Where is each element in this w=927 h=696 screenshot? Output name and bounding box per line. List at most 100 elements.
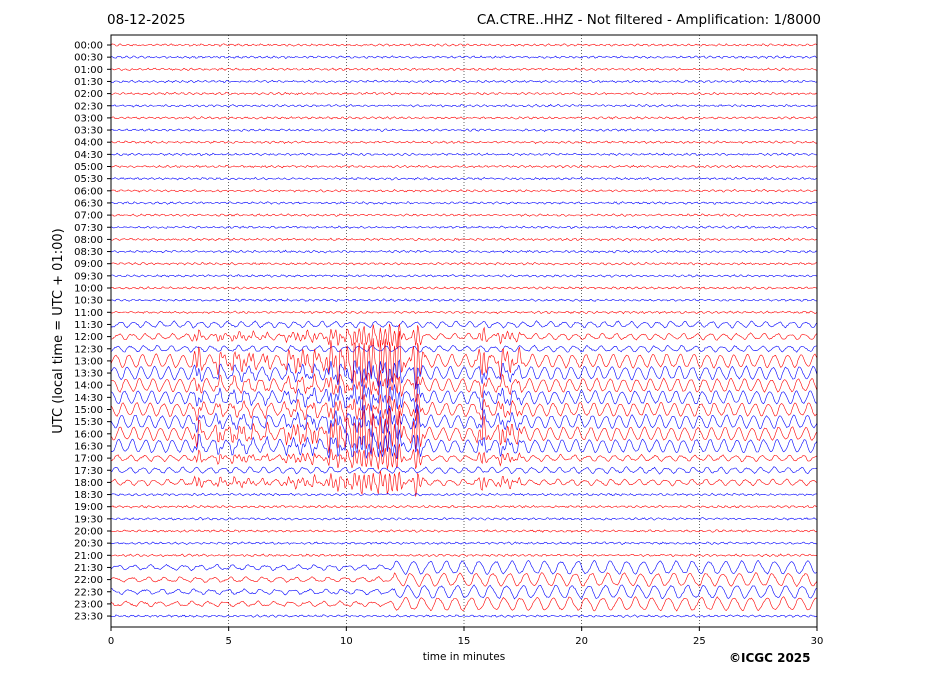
trace-row bbox=[110, 286, 818, 290]
trace-row bbox=[110, 298, 818, 302]
trace-row bbox=[110, 553, 818, 558]
trace-row bbox=[110, 164, 818, 169]
trace-row bbox=[110, 249, 818, 254]
trace-row bbox=[110, 176, 818, 181]
y-tick-label: 22:00 bbox=[74, 575, 103, 586]
y-tick-label: 02:00 bbox=[74, 89, 103, 100]
grid-lines bbox=[228, 35, 700, 627]
y-tick-label: 20:00 bbox=[74, 527, 103, 538]
y-tick-label: 19:00 bbox=[74, 502, 103, 513]
x-tick-label: 15 bbox=[458, 636, 471, 647]
trace-row bbox=[110, 404, 818, 440]
trace-row bbox=[110, 320, 818, 329]
trace-row bbox=[110, 359, 818, 390]
trace-row bbox=[110, 614, 818, 618]
y-tick-label: 11:00 bbox=[74, 308, 103, 319]
copyright-label: ©ICGC 2025 bbox=[729, 651, 811, 665]
x-tick-label: 20 bbox=[575, 636, 588, 647]
y-tick-label: 00:00 bbox=[74, 41, 103, 52]
y-tick-label: 10:30 bbox=[74, 296, 103, 307]
y-tick-label: 22:30 bbox=[74, 587, 103, 598]
trace-row bbox=[110, 323, 818, 350]
y-tick-label: 03:00 bbox=[74, 113, 103, 124]
trace-row bbox=[110, 584, 818, 600]
trace-row bbox=[110, 344, 817, 353]
x-tick-label: 10 bbox=[340, 636, 353, 647]
trace-row bbox=[110, 274, 818, 278]
trace-row bbox=[110, 310, 818, 315]
trace-row bbox=[110, 504, 818, 509]
trace-row bbox=[110, 237, 818, 242]
y-tick-label: 00:30 bbox=[74, 53, 103, 64]
trace-row bbox=[110, 201, 818, 205]
y-tick-label: 09:00 bbox=[74, 259, 103, 270]
y-tick-label: 13:00 bbox=[74, 356, 103, 367]
trace-row bbox=[110, 140, 818, 145]
x-tick-label: 25 bbox=[693, 636, 706, 647]
trace-row bbox=[110, 529, 818, 533]
axis-ticks: 0 5 10 15 20 25 30 00:0000:3001:0001:3002:0002:… bbox=[74, 41, 823, 648]
y-tick-label: 10:00 bbox=[74, 284, 103, 295]
date-label: 08-12-2025 bbox=[107, 12, 186, 28]
trace-row bbox=[110, 517, 817, 521]
y-tick-label: 06:30 bbox=[74, 198, 103, 209]
trace-row bbox=[110, 429, 818, 459]
trace-row bbox=[110, 541, 818, 545]
y-tick-label: 21:30 bbox=[74, 563, 103, 574]
trace-row bbox=[110, 408, 818, 460]
x-tick-label: 5 bbox=[225, 636, 231, 647]
y-tick-label: 05:30 bbox=[74, 174, 103, 185]
y-tick-label: 16:30 bbox=[74, 441, 103, 452]
seismic-traces bbox=[110, 43, 818, 618]
trace-row bbox=[110, 116, 818, 120]
y-tick-label: 23:00 bbox=[74, 599, 103, 610]
y-tick-label: 09:30 bbox=[74, 271, 103, 282]
y-tick-label: 19:30 bbox=[74, 514, 103, 525]
y-tick-label: 14:30 bbox=[74, 393, 103, 404]
y-tick-label: 07:30 bbox=[74, 223, 103, 234]
y-tick-label: 02:30 bbox=[74, 101, 103, 112]
y-tick-label: 14:00 bbox=[74, 381, 103, 392]
trace-row bbox=[110, 225, 818, 230]
x-tick-label: 0 bbox=[108, 636, 114, 647]
y-tick-label: 01:00 bbox=[74, 65, 103, 76]
trace-row bbox=[110, 380, 818, 415]
y-tick-label: 17:00 bbox=[74, 454, 103, 465]
y-tick-label: 18:30 bbox=[74, 490, 103, 501]
y-tick-label: 12:00 bbox=[74, 332, 103, 343]
y-tick-label: 01:30 bbox=[74, 77, 103, 88]
trace-row bbox=[110, 91, 818, 96]
trace-row bbox=[110, 369, 818, 404]
trace-row bbox=[110, 67, 818, 71]
trace-row bbox=[110, 596, 818, 612]
trace-row bbox=[110, 572, 818, 588]
trace-row bbox=[110, 492, 818, 497]
y-tick-label: 21:00 bbox=[74, 551, 103, 562]
trace-row bbox=[110, 43, 818, 47]
y-tick-label: 20:30 bbox=[74, 539, 103, 550]
trace-row bbox=[110, 189, 818, 193]
y-tick-label: 13:30 bbox=[74, 369, 103, 380]
y-tick-label: 15:30 bbox=[74, 417, 103, 428]
chart-title: CA.CTRE..HHZ - Not filtered - Amplificat… bbox=[476, 12, 821, 28]
trace-row bbox=[110, 393, 818, 426]
trace-row bbox=[110, 261, 818, 266]
y-tick-label: 12:30 bbox=[74, 344, 103, 355]
trace-row bbox=[110, 79, 818, 84]
trace-row bbox=[110, 152, 818, 157]
trace-row bbox=[110, 466, 818, 475]
y-tick-label: 04:00 bbox=[74, 138, 103, 149]
x-axis-label: time in minutes bbox=[423, 651, 505, 663]
y-tick-label: 08:30 bbox=[74, 247, 103, 258]
y-tick-label: 06:00 bbox=[74, 186, 103, 197]
plot-frame bbox=[110, 34, 818, 628]
trace-row bbox=[110, 443, 818, 470]
trace-row bbox=[110, 55, 818, 59]
y-tick-label: 15:00 bbox=[74, 405, 103, 416]
y-tick-label: 23:30 bbox=[74, 612, 103, 623]
y-tick-label: 17:30 bbox=[74, 466, 103, 477]
y-axis-label: UTC (local time = UTC + 01:00) bbox=[51, 228, 66, 433]
trace-row bbox=[110, 103, 818, 108]
x-tick-label: 30 bbox=[811, 636, 824, 647]
